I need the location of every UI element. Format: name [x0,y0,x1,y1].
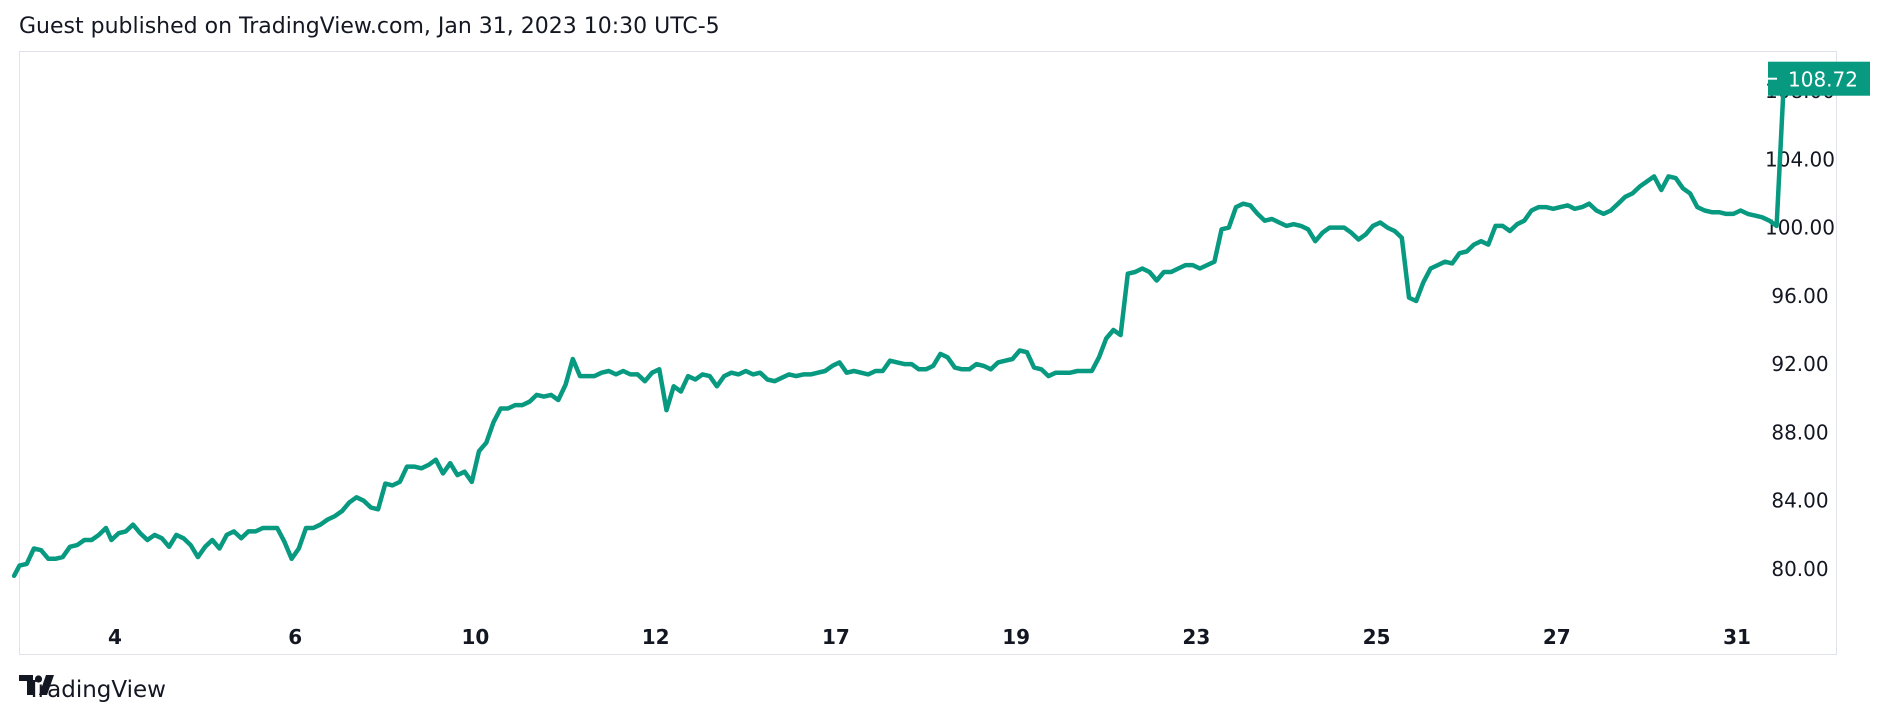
x-tick-label: 6 [288,625,302,649]
time-axis: 4 6 10 12 17 19 23 25 27 31 [108,625,1751,649]
last-price-value: 108.72 [1788,68,1858,92]
publish-info: Guest published on TradingView.com, Jan … [19,14,720,39]
x-tick-label: 17 [822,625,850,649]
price-label: 108.72 [1768,61,1870,96]
tradingview-logo-icon [19,675,54,695]
series-line [11,76,1801,579]
series-layer [11,76,1801,579]
x-tick-label: 4 [108,625,122,649]
y-tick-label: 96.00 [1771,284,1828,308]
price-axis: 80.0084.0088.0092.0096.00100.00104.00108… [1765,79,1835,581]
y-tick-label: 88.00 [1771,420,1828,444]
x-tick-label: 12 [642,625,670,649]
x-tick-label: 31 [1723,625,1751,649]
y-tick-label: 92.00 [1771,352,1828,376]
x-tick-label: 27 [1543,625,1571,649]
x-tick-label: 25 [1363,625,1391,649]
y-tick-label: 104.00 [1765,147,1835,171]
x-tick-label: 10 [462,625,490,649]
y-tick-label: 84.00 [1771,489,1828,513]
x-tick-label: 23 [1182,625,1210,649]
x-tick-label: 19 [1002,625,1030,649]
chart-frame [19,51,1837,655]
footer: TradingView [19,674,166,706]
y-tick-label: 80.00 [1771,557,1828,581]
last-price-badge [1768,61,1870,96]
